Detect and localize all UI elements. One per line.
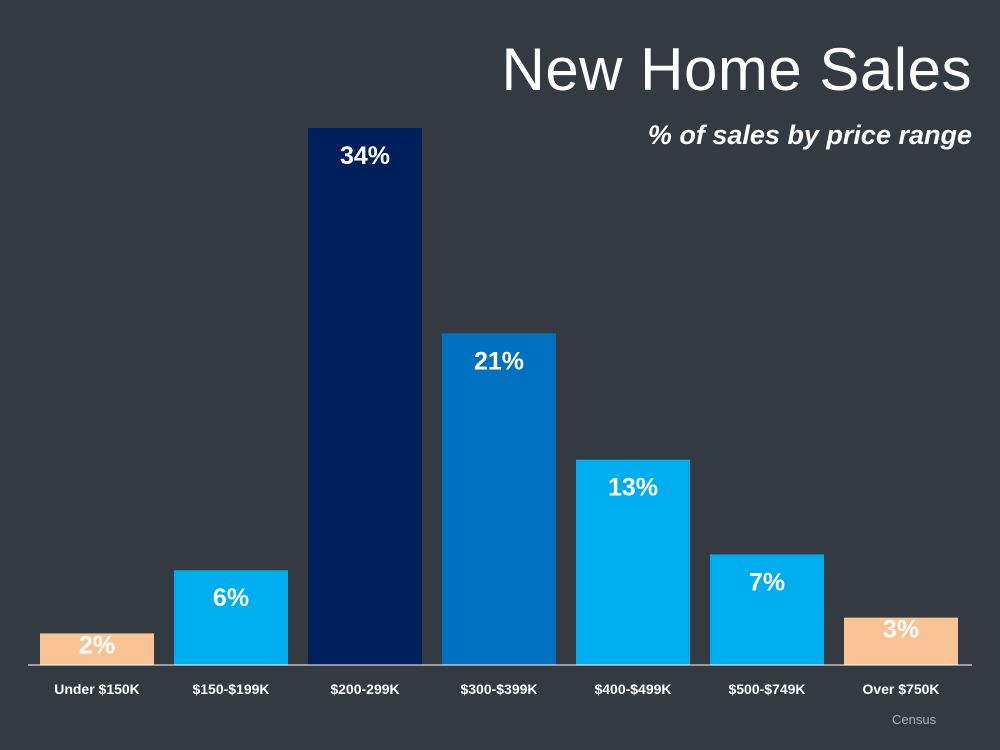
x-tick-label-1: $150-$199K [192,681,269,697]
data-label-2: 34% [340,142,390,170]
source-note: Census [892,712,937,727]
x-tick-label-4: $400-$499K [594,681,671,697]
chart-title: New Home Sales [501,36,972,103]
x-tick-label-6: Over $750K [862,681,939,697]
data-label-5: 7% [749,568,785,596]
bar-4 [576,459,690,665]
bar-1 [174,570,288,665]
bars [40,128,958,665]
chart-subtitle: % of sales by price range [647,120,972,150]
bar-6 [844,617,958,665]
data-label-6: 3% [883,616,919,644]
data-label-4: 13% [608,474,658,502]
x-axis-tick-labels: Under $150K $150-$199K $200-299K $300-$399K… [54,681,939,697]
data-label-1: 6% [213,584,249,612]
x-tick-label-5: $500-$749K [728,681,805,697]
bar-3 [442,333,556,665]
data-label-0: 2% [79,631,115,659]
bar-5 [710,554,824,665]
data-labels: 2% 6% 34% 21% 13% 7% 3% [79,142,919,659]
x-tick-label-0: Under $150K [54,681,140,697]
data-label-3: 21% [474,347,524,375]
bar-0 [40,633,154,665]
bar-2 [308,128,422,665]
x-tick-label-2: $200-299K [330,681,399,697]
x-tick-label-3: $300-$399K [460,681,537,697]
